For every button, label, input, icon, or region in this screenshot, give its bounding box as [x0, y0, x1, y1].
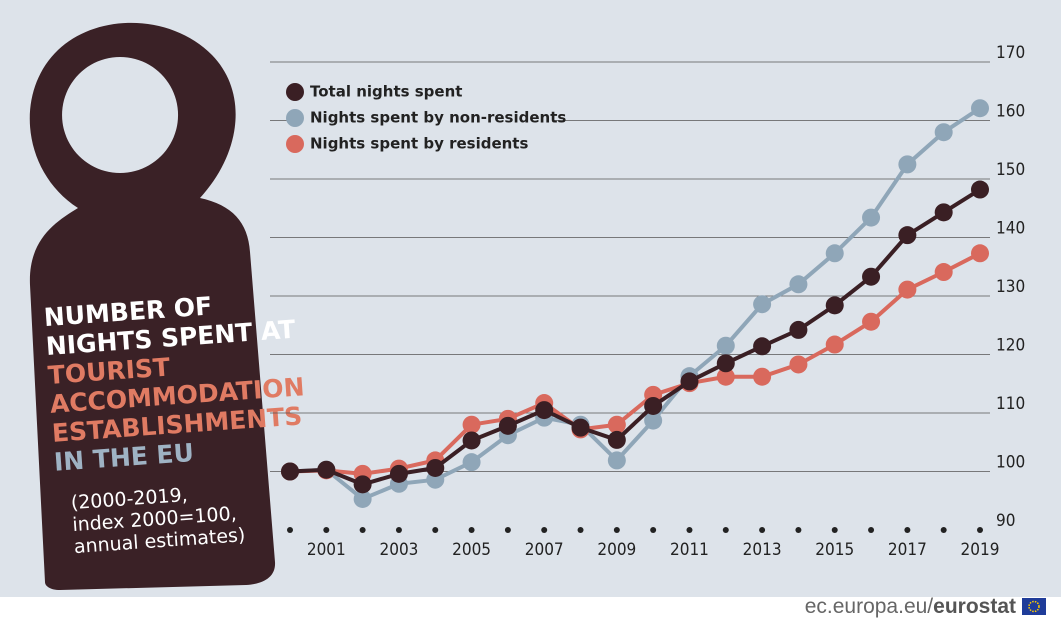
point	[317, 460, 336, 479]
point	[825, 335, 844, 354]
axis-dot	[686, 527, 693, 533]
point	[607, 415, 626, 434]
axis-dot	[940, 527, 947, 533]
legend-label: Nights spent by non-residents	[310, 109, 566, 127]
axis-dot	[613, 527, 620, 533]
y-tick-label: 170	[996, 43, 1025, 63]
point	[462, 431, 481, 450]
point	[971, 244, 989, 263]
x-tick-label: 2005	[452, 540, 491, 560]
x-tick-label: 2013	[743, 540, 782, 560]
legend-bg	[302, 107, 552, 129]
axis-dot	[287, 527, 293, 533]
axis-dot	[395, 527, 402, 533]
source: ec.europa.eu/eurostat	[805, 595, 1046, 618]
point	[934, 123, 953, 142]
legend-marker	[286, 109, 304, 127]
point	[753, 295, 772, 314]
point	[716, 354, 735, 373]
axis-dot	[650, 527, 657, 533]
point	[971, 180, 989, 199]
legend-marker	[286, 135, 304, 153]
point	[716, 367, 735, 386]
x-tick-label: 2009	[597, 540, 636, 560]
point	[898, 226, 917, 245]
y-tick-label: 90	[996, 511, 1015, 531]
axis-dot	[977, 527, 983, 533]
point	[789, 320, 808, 339]
point	[644, 396, 663, 415]
point	[498, 416, 517, 435]
legend-marker	[286, 83, 304, 101]
legend-bg	[302, 81, 552, 103]
axis-dot	[323, 527, 330, 533]
source-brand: eurostat	[933, 595, 1016, 618]
point	[862, 312, 881, 331]
axis-dot	[577, 527, 584, 533]
y-tick-label: 100	[996, 453, 1025, 473]
y-tick-label: 150	[996, 160, 1025, 180]
point	[934, 263, 953, 282]
legend-label: Total nights spent	[310, 83, 462, 101]
y-tick-label: 160	[996, 102, 1025, 122]
point	[753, 367, 772, 386]
point	[607, 451, 626, 470]
y-tick-label: 130	[996, 277, 1025, 297]
point	[898, 155, 917, 174]
point	[462, 453, 481, 472]
y-tick-label: 120	[996, 336, 1025, 356]
point	[535, 401, 554, 420]
axis-dot	[359, 527, 366, 533]
point	[971, 99, 989, 118]
point	[862, 208, 881, 227]
point	[789, 355, 808, 374]
point	[353, 475, 372, 494]
axis-dot	[868, 527, 875, 533]
point	[789, 275, 808, 294]
axis-dot	[831, 527, 838, 533]
source-text: ec.europa.eu/eurostat	[805, 595, 1016, 618]
point	[426, 458, 445, 477]
legend-bg	[302, 133, 552, 155]
axis-dot	[722, 527, 729, 533]
axis-dot	[432, 527, 439, 533]
axis-dot	[759, 527, 766, 533]
x-tick-label: 2015	[815, 540, 854, 560]
x-tick-label: 2011	[670, 540, 709, 560]
point	[353, 489, 372, 508]
axis-dot	[904, 527, 911, 533]
point	[753, 337, 772, 356]
eu-flag	[1022, 598, 1046, 615]
x-tick-label: 2001	[307, 540, 346, 560]
plot: 90 100 110 120 130 140 150 160 170 2001 2003 2005 20…	[270, 43, 1025, 560]
point	[281, 462, 299, 481]
x-tick-label: 2019	[961, 540, 1000, 560]
y-tick-label: 140	[996, 219, 1025, 239]
point	[825, 296, 844, 315]
point	[862, 267, 881, 286]
point	[898, 280, 917, 299]
point	[934, 203, 953, 222]
point	[644, 411, 663, 430]
y-tick-label: 110	[996, 394, 1025, 414]
axis-dot	[468, 527, 475, 533]
point	[462, 415, 481, 434]
axis-dot	[504, 527, 511, 533]
eu-stars	[1028, 600, 1040, 613]
point	[716, 336, 735, 355]
door-hanger	[29, 22, 276, 591]
point	[607, 430, 626, 449]
x-tick-label: 2017	[888, 540, 927, 560]
axis-dot	[541, 527, 548, 533]
point	[571, 418, 590, 437]
source-url: ec.europa.eu/	[805, 595, 934, 618]
point	[680, 372, 699, 391]
point	[825, 244, 844, 263]
x-tick-label: 2003	[379, 540, 418, 560]
legend-label: Nights spent by residents	[310, 135, 528, 153]
axis-dot	[795, 527, 802, 533]
x-tick-label: 2007	[525, 540, 564, 560]
point	[389, 464, 408, 483]
